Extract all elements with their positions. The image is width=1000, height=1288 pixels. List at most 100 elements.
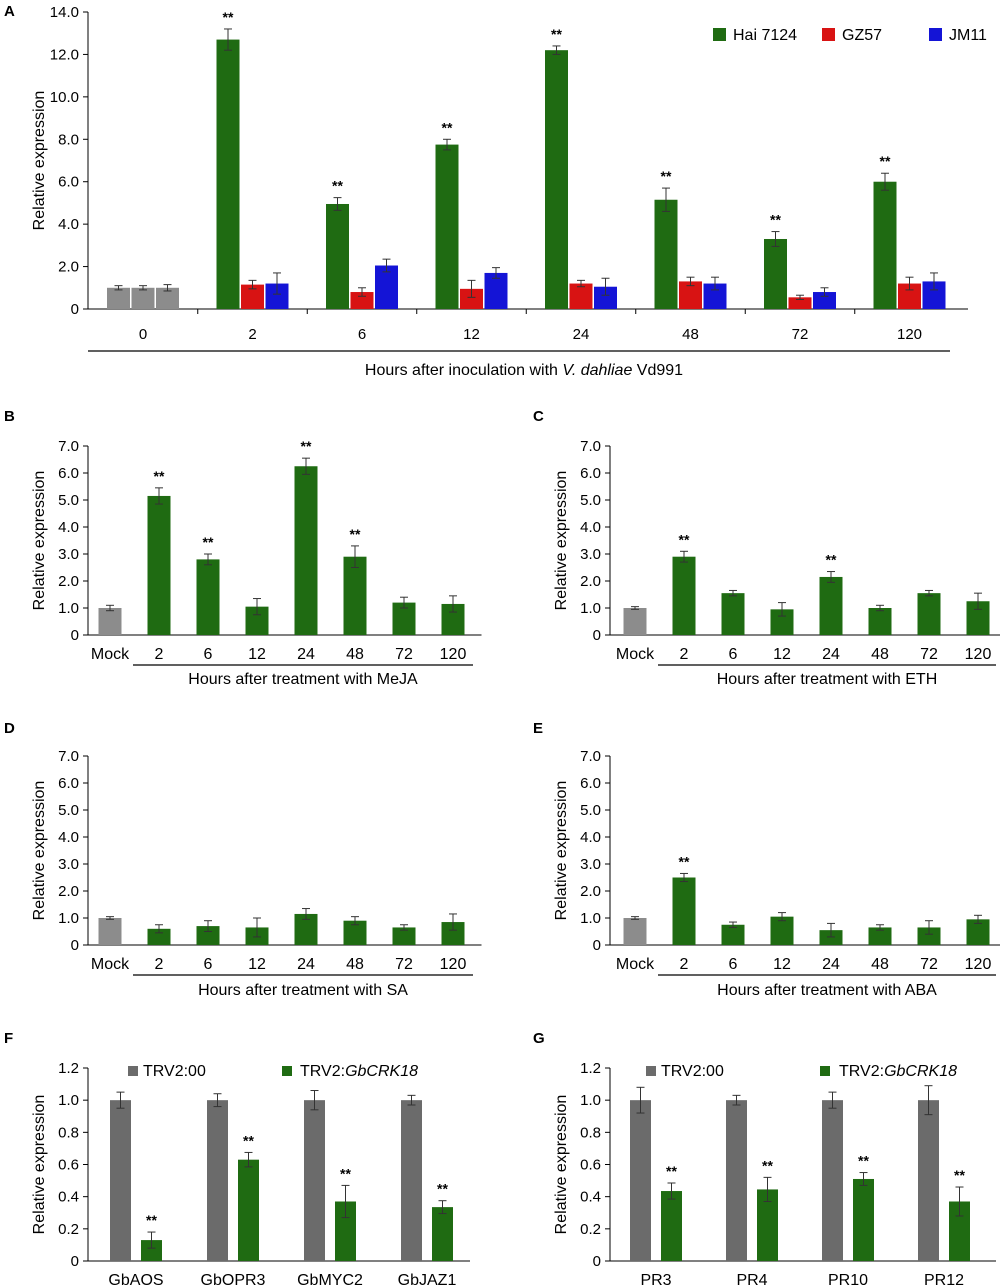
y-tick-label-b: 7.0	[58, 438, 79, 455]
bar-c	[770, 609, 794, 635]
y-tick-label-b: 1.0	[58, 600, 79, 617]
x-category-label-d: 72	[395, 956, 413, 973]
y-tick-label-c: 3.0	[580, 546, 601, 563]
y-tick-label-a: 2.0	[58, 259, 79, 276]
bar-d	[343, 920, 367, 945]
x-category-label-f: GbAOS	[108, 1272, 163, 1288]
y-tick-label-b: 6.0	[58, 465, 79, 482]
legend-swatch-a	[822, 28, 835, 41]
x-category-label-b: 48	[346, 646, 364, 663]
x-category-label-c: Mock	[616, 646, 655, 663]
x-category-label-b: 2	[155, 646, 164, 663]
bar-g-s1	[853, 1178, 874, 1261]
y-tick-label-e: 4.0	[580, 829, 601, 846]
bar-d	[98, 918, 122, 945]
bar-c	[721, 593, 745, 635]
y-tick-label-d: 2.0	[58, 883, 79, 900]
y-axis-label-e: Relative expression	[553, 781, 570, 921]
bar-g-s1	[949, 1201, 970, 1261]
y-tick-label-g: 0	[593, 1253, 601, 1270]
significance-marker-f: **	[437, 1181, 448, 1197]
significance-marker-a: **	[661, 168, 672, 184]
bar-g-s0	[918, 1100, 939, 1261]
panel-label-b: B	[4, 408, 15, 425]
x-category-label-g: PR4	[736, 1272, 767, 1288]
bar-e	[721, 924, 745, 945]
bar-e	[917, 927, 941, 945]
x-axis-label-c: Hours after treatment with ETH	[717, 671, 938, 688]
y-axis-label-b: Relative expression	[31, 471, 48, 611]
y-tick-label-e: 0	[593, 937, 601, 954]
significance-marker-g: **	[858, 1153, 869, 1169]
significance-marker-b: **	[154, 468, 165, 484]
bar-a-jm11	[922, 281, 946, 309]
x-category-label-b: 12	[248, 646, 266, 663]
y-tick-label-d: 0	[71, 937, 79, 954]
y-tick-label-f: 1.0	[58, 1092, 79, 1109]
x-category-label-a: 6	[358, 326, 366, 343]
bar-a-hai-7124	[873, 181, 897, 309]
bar-a-jm11	[484, 272, 508, 309]
bar-g-s0	[726, 1100, 747, 1261]
legend-swatch-a	[713, 28, 726, 41]
bar-b	[98, 608, 122, 635]
x-category-label-a: 72	[792, 326, 809, 343]
bar-f-s0	[304, 1100, 325, 1261]
bar-e	[672, 877, 696, 945]
x-category-label-e: 6	[729, 956, 738, 973]
significance-marker-c: **	[679, 531, 690, 547]
bar-f-s1	[335, 1201, 356, 1261]
bar-d	[441, 922, 465, 945]
x-category-label-e: 2	[680, 956, 689, 973]
y-tick-label-f: 0.8	[58, 1124, 79, 1141]
bar-c	[966, 601, 990, 635]
legend-label-f: TRV2:GbCRK18	[300, 1063, 418, 1080]
bar-a-gz57	[788, 297, 812, 309]
y-tick-label-d: 4.0	[58, 829, 79, 846]
bar-g-s0	[630, 1100, 651, 1261]
y-tick-label-c: 4.0	[580, 519, 601, 536]
y-tick-label-g: 1.2	[580, 1060, 601, 1077]
bar-a-hai-7124	[545, 50, 568, 309]
bar-f-s0	[401, 1100, 422, 1261]
bar-a-jm11	[375, 265, 398, 309]
x-category-label-a: 24	[573, 326, 590, 343]
y-axis-label-d: Relative expression	[31, 781, 48, 921]
y-axis-label-f: Relative expression	[31, 1095, 48, 1235]
y-tick-label-c: 0	[593, 627, 601, 644]
y-tick-label-b: 0	[71, 627, 79, 644]
y-tick-label-a: 4.0	[58, 216, 79, 233]
x-category-label-b: 6	[204, 646, 213, 663]
bar-a-hai-7124	[435, 144, 459, 309]
y-tick-label-g: 0.8	[580, 1124, 601, 1141]
bar-a-jm11	[156, 287, 179, 309]
y-tick-label-f: 0.6	[58, 1157, 79, 1174]
y-tick-label-f: 0.4	[58, 1189, 79, 1206]
bar-a-gz57	[898, 283, 921, 309]
x-category-label-a: 0	[139, 326, 147, 343]
y-tick-label-d: 5.0	[58, 802, 79, 819]
legend-label-g-part-0: TRV2:00	[661, 1063, 724, 1080]
bar-b	[196, 559, 220, 635]
x-category-label-f: GbMYC2	[297, 1272, 363, 1288]
bar-a-jm11	[265, 283, 289, 309]
panel-label-g: G	[533, 1030, 545, 1047]
x-category-label-e: 120	[965, 956, 992, 973]
bar-b	[294, 466, 318, 635]
significance-marker-a: **	[442, 119, 453, 135]
bar-a-gz57	[569, 283, 593, 309]
bar-a-jm11	[703, 283, 727, 309]
bar-e	[868, 927, 892, 945]
x-category-label-f: GbOPR3	[201, 1272, 266, 1288]
y-tick-label-a: 12.0	[50, 46, 79, 63]
x-category-label-b: Mock	[91, 646, 130, 663]
x-category-label-c: 48	[871, 646, 889, 663]
x-category-label-d: 24	[297, 956, 315, 973]
y-tick-label-c: 7.0	[580, 438, 601, 455]
bar-b	[147, 495, 171, 635]
bar-b	[392, 602, 416, 635]
y-tick-label-e: 1.0	[580, 910, 601, 927]
legend-label-a: GZ57	[842, 27, 882, 44]
y-tick-label-e: 3.0	[580, 856, 601, 873]
bar-g-s0	[822, 1100, 843, 1261]
